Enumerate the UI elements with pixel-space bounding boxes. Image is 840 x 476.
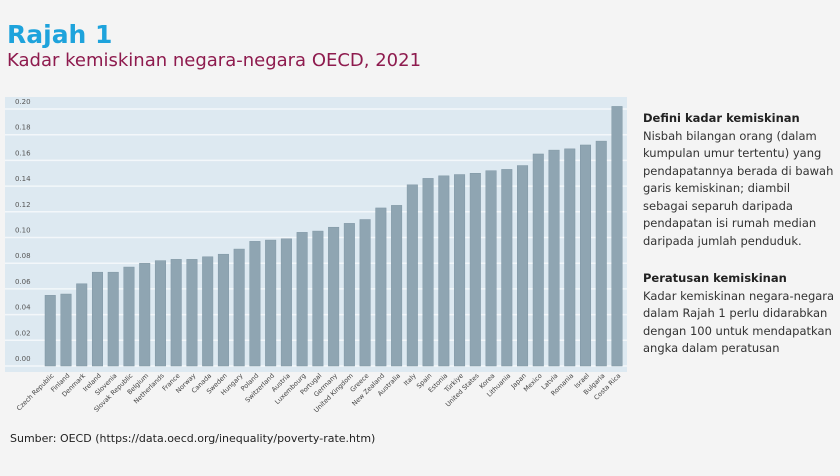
bar-hungary <box>233 248 245 367</box>
bar-netherlands <box>154 260 166 367</box>
bar-new-zealand <box>375 207 387 367</box>
bar-italy <box>406 184 418 367</box>
bar-canada <box>202 256 214 367</box>
figure-title: Rajah 1 <box>7 20 113 49</box>
y-tick-label: 0.02 <box>15 329 31 337</box>
y-tick-label: 0.04 <box>15 304 31 312</box>
bar-ireland <box>91 271 103 367</box>
bar-france <box>170 259 182 367</box>
rule-heading: Peratusan kemiskinan <box>643 271 787 285</box>
bar-greece <box>359 219 371 367</box>
bar-türkiye <box>454 174 466 367</box>
x-tick-label: Czech Republic <box>15 371 56 412</box>
bar-romania <box>564 148 576 367</box>
bar-luxembourg <box>296 232 308 367</box>
bar-slovenia <box>107 271 119 367</box>
bar-finland <box>60 293 72 367</box>
definition-box: Defini kadar kemiskinan Nisbah bilangan … <box>643 110 838 250</box>
bar-czech-republic <box>44 295 56 367</box>
bar-belgium <box>139 262 151 367</box>
y-tick-label: 0.10 <box>15 227 31 235</box>
bar-estonia <box>438 175 450 367</box>
rule-box: Peratusan kemiskinan Kadar kemiskinan ne… <box>643 270 838 358</box>
y-tick-label: 0.00 <box>15 355 31 363</box>
bar-united-kingdom <box>343 223 355 367</box>
y-tick-label: 0.06 <box>15 278 31 286</box>
y-tick-label: 0.12 <box>15 201 31 209</box>
y-tick-label: 0.14 <box>15 175 31 183</box>
y-tick-label: 0.18 <box>15 124 31 132</box>
bar-united-states <box>469 173 481 367</box>
bar-spain <box>422 178 434 367</box>
bar-portugal <box>312 230 324 367</box>
definition-text: Nisbah bilangan orang (dalam kumpulan um… <box>643 128 834 248</box>
bar-chart: 0.00 0.02 0.04 0.06 0.08 0.10 0.12 0.14 0.16 0.18… <box>5 97 627 414</box>
bar-israel <box>580 144 592 367</box>
bar-poland <box>249 241 261 367</box>
bar-costa-rica <box>611 106 623 367</box>
bar-lithuania <box>501 169 513 367</box>
bar-denmark <box>76 283 88 367</box>
bar-korea <box>485 170 497 367</box>
y-tick-label: 0.20 <box>15 98 31 106</box>
bar-latvia <box>548 149 560 367</box>
bar-bulgaria <box>595 140 607 367</box>
bar-slovak-republic <box>123 266 135 367</box>
rule-text: Kadar kemiskinan negara-negara dalam Raj… <box>643 288 835 356</box>
bar-austria <box>280 238 292 367</box>
bar-norway <box>186 259 198 367</box>
y-tick-label: 0.16 <box>15 149 31 157</box>
bar-germany <box>328 226 340 367</box>
bar-switzerland <box>265 239 277 367</box>
bar-mexico <box>532 153 544 367</box>
chart-subtitle: Kadar kemiskinan negara-negara OECD, 202… <box>7 50 422 71</box>
definition-heading: Defini kadar kemiskinan <box>643 111 800 125</box>
bar-sweden <box>217 253 229 367</box>
y-tick-label: 0.08 <box>15 252 31 260</box>
bar-japan <box>517 165 529 367</box>
bar-australia <box>391 205 403 367</box>
source-note: Sumber: OECD (https://data.oecd.org/ineq… <box>10 432 376 445</box>
